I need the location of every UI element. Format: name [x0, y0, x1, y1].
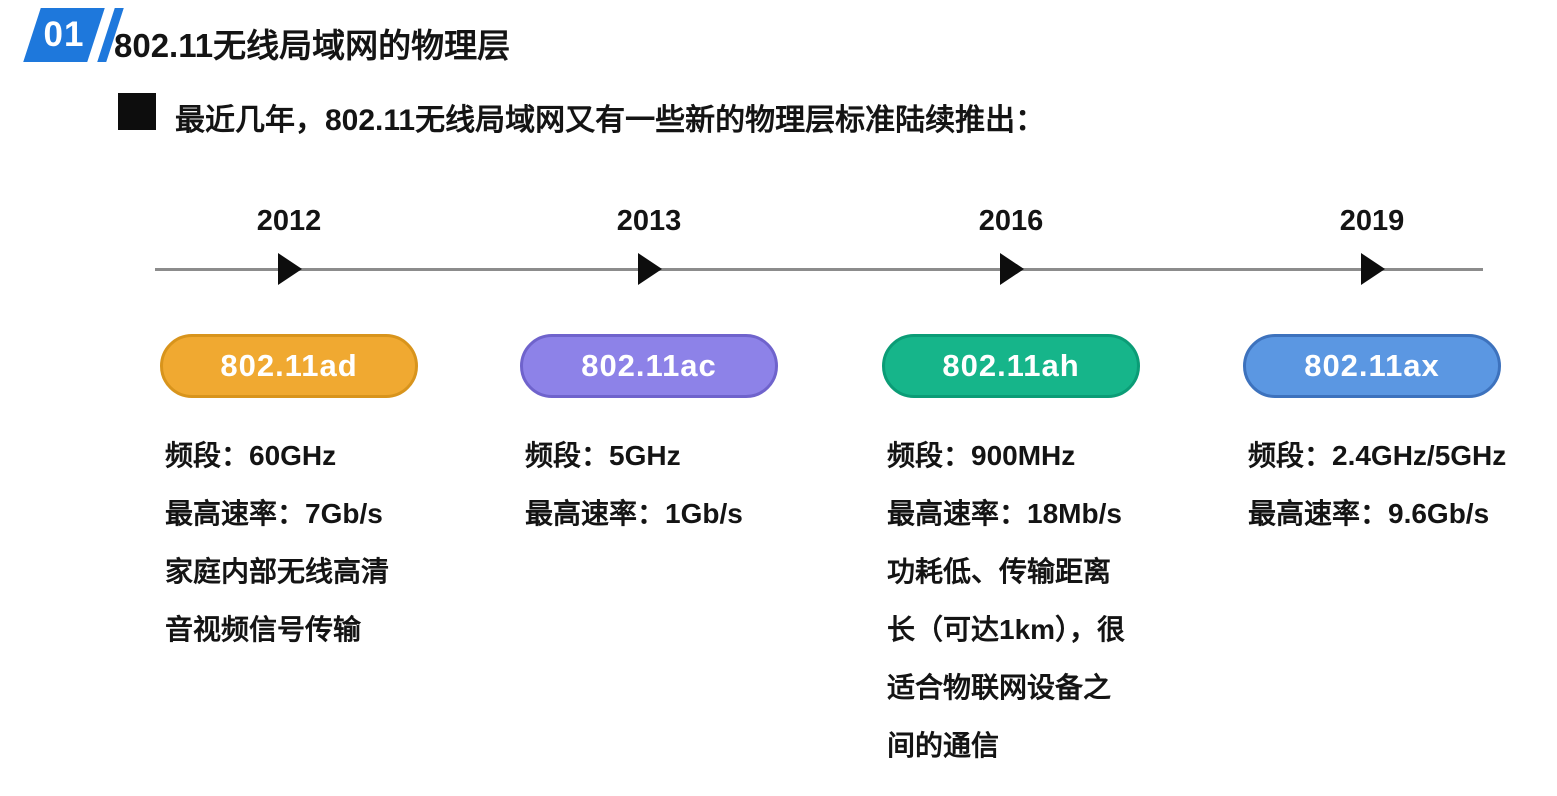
standard-name: 802.11ad	[220, 348, 358, 383]
standard-pill: 802.11ad	[160, 334, 418, 398]
standard-name: 802.11ac	[581, 348, 717, 383]
standard-details: 频段：5GHz 最高速率：1Gb/s	[525, 427, 743, 543]
standard-year: 2019	[1339, 205, 1405, 237]
detail-line: 最高速率：7Gb/s	[165, 498, 383, 529]
detail-line: 频段：900MHz	[887, 440, 1076, 471]
standard-pill: 802.11ah	[882, 334, 1140, 398]
detail-line: 频段：5GHz	[525, 440, 681, 471]
standard-details: 频段：60GHz 最高速率：7Gb/s 家庭内部无线高清 音视频信号传输	[165, 427, 389, 659]
standard-year: 2013	[616, 205, 682, 237]
detail-line: 间的通信	[887, 730, 1000, 761]
standard-details: 频段：2.4GHz/5GHz 最高速率：9.6Gb/s	[1248, 427, 1506, 543]
standard-details: 频段：900MHz 最高速率：18Mb/s 功耗低、传输距离 长（可达1km），…	[887, 427, 1125, 775]
standard-year: 2016	[978, 205, 1044, 237]
section-number: 01	[43, 15, 85, 54]
timeline-arrow-icon	[1000, 253, 1024, 285]
standard-pill: 802.11ax	[1243, 334, 1501, 398]
timeline-arrow-icon	[1361, 253, 1385, 285]
timeline-line	[155, 268, 1483, 271]
detail-line: 长（可达1km），很	[887, 614, 1126, 645]
detail-line: 音视频信号传输	[165, 614, 362, 645]
detail-line: 最高速率：18Mb/s	[887, 498, 1122, 529]
timeline-arrow-icon	[278, 253, 302, 285]
standard-pill: 802.11ac	[520, 334, 778, 398]
detail-line: 频段：2.4GHz/5GHz	[1248, 440, 1507, 471]
standard-name: 802.11ah	[942, 348, 1080, 383]
section-number-badge: 01	[23, 8, 124, 62]
detail-line: 最高速率：1Gb/s	[525, 498, 743, 529]
bullet-square-icon	[118, 93, 156, 130]
detail-line: 家庭内部无线高清	[165, 556, 390, 587]
detail-line: 频段：60GHz	[165, 440, 337, 471]
intro-text: 最近几年，802.11无线局域网又有一些新的物理层标准陆续推出：	[175, 104, 1046, 137]
standard-year: 2012	[256, 205, 322, 237]
detail-line: 功耗低、传输距离	[887, 556, 1112, 587]
page-title: 802.11无线局域网的物理层	[114, 27, 511, 64]
detail-line: 最高速率：9.6Gb/s	[1248, 498, 1490, 529]
timeline-arrow-icon	[638, 253, 662, 285]
detail-line: 适合物联网设备之	[887, 672, 1112, 703]
standard-name: 802.11ax	[1304, 348, 1440, 383]
